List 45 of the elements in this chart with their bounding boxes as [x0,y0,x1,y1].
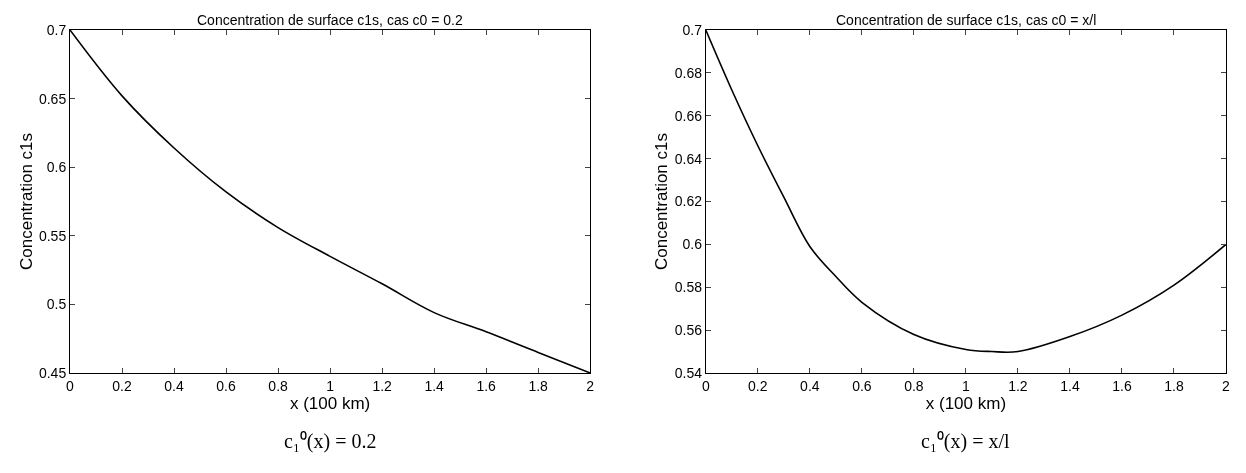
y-tick-label: 0.6 [46,159,67,176]
y-tick-label: 0.66 [674,107,703,124]
x-tick-label: 0.2 [748,377,768,394]
x-tick-label: 1.6 [1112,377,1132,394]
y-tick-label: 0.56 [674,322,703,339]
x-tick-label: 1.8 [528,377,549,394]
y-tick-label: 0.65 [38,90,67,107]
x-tick-label: 1 [962,377,970,394]
x-axis-title: x (100 km) [289,393,371,413]
x-tick-label: 1.6 [476,377,497,394]
x-tick-label: 1.2 [1008,377,1028,394]
y-tick-label: 0.62 [674,193,703,210]
y-tick-label: 0.6 [682,236,703,253]
y-tick-label: 0.5 [46,296,67,313]
x-tick-label: 0.2 [112,377,132,394]
chart-title: Concentration de surface c1s, cas c0 = x/l [836,12,1097,28]
chart-title: Concentration de surface c1s, cas c0 = 0.2 [197,12,463,28]
x-tick-label: 0.4 [800,377,820,394]
x-tick-label: 0.6 [216,377,236,394]
x-tick-label: 0 [701,377,710,394]
y-tick-label: 0.7 [46,21,67,38]
y-tick-label: 0.55 [38,227,67,244]
y-axis-title: Concentration c1s [16,132,36,271]
x-tick-label: 0.6 [852,377,872,394]
x-axis-title: x (100 km) [925,393,1007,413]
y-tick-label: 0.45 [38,364,67,381]
text: c₁⁰(x) = 0.2 [284,430,377,453]
x-tick-label: 1.4 [424,377,445,394]
x-tick-label: 0.8 [904,377,924,394]
text: c₁⁰(x) = x/l [921,430,1011,453]
y-tick-label: 0.68 [674,64,703,81]
x-tick-label: 2 [1222,377,1231,394]
x-tick-label: 0.8 [268,377,289,394]
y-tick-label: 0.54 [674,364,703,381]
x-tick-label: 1.4 [1060,377,1080,394]
x-tick-label: 0.4 [164,377,184,394]
x-tick-label: 0 [66,377,75,394]
x-tick-label: 2 [586,377,595,394]
y-axis-title: Concentration c1s [652,132,672,271]
y-tick-label: 0.7 [682,21,703,38]
y-tick-label: 0.58 [674,279,703,296]
x-tick-label: 1.8 [1164,377,1184,394]
x-tick-label: 1 [326,377,335,394]
x-tick-label: 1.2 [372,377,393,394]
y-tick-label: 0.64 [674,150,703,167]
